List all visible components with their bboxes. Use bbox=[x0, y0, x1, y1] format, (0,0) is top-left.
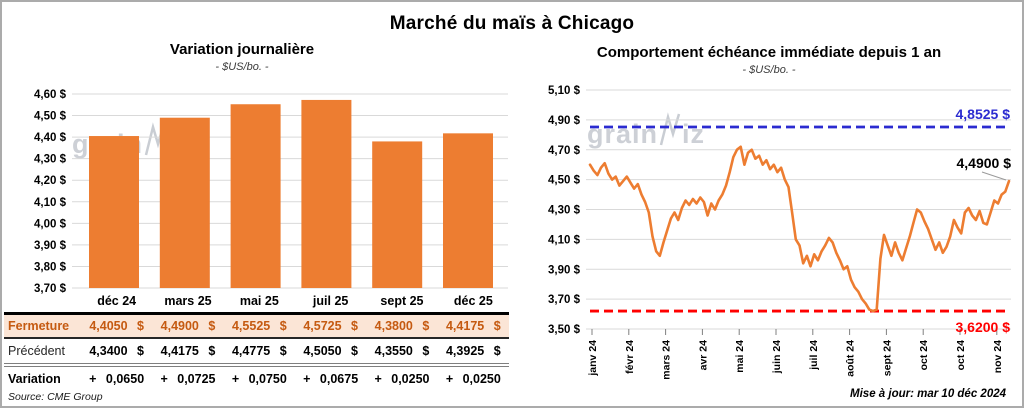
precedent-row: Précédent 4,3400 $ 4,4175 $ 4,4775 $ 4,5… bbox=[4, 338, 509, 367]
variation-value: + 0,0725 bbox=[160, 372, 216, 386]
variation-value: + 0,0650 bbox=[89, 372, 145, 386]
update-note: Mise à jour: mar 10 déc 2024 bbox=[850, 388, 1006, 400]
bar-chart-title: Variation journalière bbox=[169, 41, 315, 58]
y-axis-tick-label: 4,20 $ bbox=[34, 175, 67, 187]
line-chart-subtitle: - $US/bo. - bbox=[742, 64, 796, 76]
x-axis-tick-label: avr 24 bbox=[697, 340, 709, 371]
bar bbox=[159, 117, 210, 288]
column-header: sept 25 bbox=[366, 292, 438, 315]
fermeture-value: 4,5725 $ bbox=[294, 313, 367, 339]
low-value-label: 3,6200 $ bbox=[956, 319, 1011, 335]
x-axis-tick-label: août 24 bbox=[845, 340, 857, 377]
x-axis-tick-label: sept 24 bbox=[881, 340, 893, 376]
precedent-value: 4,3925 $ bbox=[437, 338, 509, 367]
precedent-value: 4,3550 $ bbox=[366, 338, 438, 367]
y-axis-tick-label: 4,30 $ bbox=[34, 154, 67, 166]
column-header: mai 25 bbox=[223, 292, 295, 315]
watermark-zigzag-icon bbox=[659, 112, 681, 146]
y-axis-tick-label: 3,90 $ bbox=[548, 264, 581, 276]
y-axis-tick-label: 4,70 $ bbox=[548, 145, 581, 157]
fermeture-value: 4,4900 $ bbox=[152, 313, 224, 339]
variation-value: + 0,0750 bbox=[231, 372, 287, 386]
y-axis-tick-label: 4,00 $ bbox=[34, 218, 67, 230]
y-axis-tick-label: 3,50 $ bbox=[548, 324, 581, 336]
x-axis-tick-label: févr 24 bbox=[624, 340, 636, 374]
y-axis-tick-label: 3,80 $ bbox=[34, 261, 67, 273]
bar bbox=[230, 104, 281, 288]
watermark-text-right: iz bbox=[682, 119, 706, 149]
column-header: juil 25 bbox=[294, 292, 367, 315]
row-label-variation: Variation bbox=[8, 372, 61, 386]
y-axis-tick-label: 5,10 $ bbox=[548, 85, 581, 97]
y-axis-tick-label: 4,10 $ bbox=[548, 234, 581, 246]
y-axis-tick-label: 3,70 $ bbox=[34, 283, 67, 294]
y-axis-tick-label: 4,10 $ bbox=[34, 197, 67, 209]
x-axis-tick-label: juin 24 bbox=[771, 340, 783, 374]
fermeture-value: 4,3800 $ bbox=[366, 313, 438, 339]
precedent-value: 4,5050 $ bbox=[294, 338, 367, 367]
variation-value: + 0,0675 bbox=[303, 372, 359, 386]
bar-chart-subtitle: - $US/bo. - bbox=[215, 61, 269, 73]
table-header-row: déc 24 mars 25 mai 25 juil 25 sept 25 dé… bbox=[4, 292, 509, 315]
y-axis-tick-label: 4,60 $ bbox=[34, 89, 67, 101]
y-axis-tick-label: 3,70 $ bbox=[548, 294, 581, 306]
futures-table: déc 24 mars 25 mai 25 juil 25 sept 25 dé… bbox=[4, 292, 509, 389]
x-axis-tick-label: nov 24 bbox=[992, 340, 1004, 373]
line-chart-title: Comportement échéance immédiate depuis 1… bbox=[596, 44, 942, 61]
column-header: déc 25 bbox=[437, 292, 509, 315]
fermeture-value: 4,5525 $ bbox=[223, 313, 295, 339]
price-series bbox=[588, 145, 1011, 313]
daily-variation-panel: Variation journalière - $US/bo. - grain … bbox=[2, 2, 512, 406]
bar bbox=[89, 136, 139, 288]
last-value-leader-line bbox=[981, 171, 1007, 181]
line-chart: 5,10 $ 4,90 $ 4,70 $ 4,50 $ 4,30 $ 4,10 $ 3,90… bbox=[548, 85, 1012, 380]
precedent-value: 4,4775 $ bbox=[223, 338, 295, 367]
grainwiz-watermark: grain iz bbox=[587, 112, 705, 148]
fermeture-value: 4,4175 $ bbox=[437, 313, 509, 339]
bar-chart: 4,60 $ 4,50 $ 4,40 $ 4,30 $ 4,20 $ 4,10 $ 4,00… bbox=[34, 89, 508, 294]
corner-cell bbox=[4, 292, 81, 315]
row-label-fermeture: Fermeture bbox=[4, 313, 81, 339]
y-axis-tick-label: 4,30 $ bbox=[548, 205, 581, 217]
column-header: mars 25 bbox=[152, 292, 224, 315]
variation-value: + 0,0250 bbox=[445, 372, 501, 386]
watermark-text-left: grain bbox=[587, 119, 659, 149]
x-axis-tick-label: oct 24 bbox=[955, 340, 967, 371]
y-axis-tick-label: 4,90 $ bbox=[548, 115, 581, 127]
column-header: déc 24 bbox=[81, 292, 153, 315]
y-axis-tick-label: 3,90 $ bbox=[34, 240, 67, 252]
last-value-label: 4,4900 $ bbox=[957, 155, 1012, 171]
y-axis-tick-label: 4,40 $ bbox=[34, 132, 67, 144]
page-title: Marché du maïs à Chicago bbox=[389, 13, 635, 34]
front-month-panel: Comportement échéance immédiate depuis 1… bbox=[514, 2, 1022, 406]
futures-table-wrap: déc 24 mars 25 mai 25 juil 25 sept 25 dé… bbox=[4, 292, 509, 389]
precedent-value: 4,3400 $ bbox=[81, 338, 153, 367]
x-axis-tick-label: oct 24 bbox=[918, 340, 930, 371]
fermeture-value: 4,4050 $ bbox=[81, 313, 153, 339]
fermeture-row: Fermeture 4,4050 $ 4,4900 $ 4,5525 $ 4,5… bbox=[4, 313, 509, 339]
source-note: Source: CME Group bbox=[8, 391, 103, 403]
bar bbox=[443, 133, 493, 288]
variation-row: Variation + 0,0650 + 0,0725 + 0,0750 + 0… bbox=[4, 365, 509, 389]
high-value-label: 4,8525 $ bbox=[956, 106, 1011, 122]
precedent-value: 4,4175 $ bbox=[152, 338, 224, 367]
x-axis-tick-label: mai 24 bbox=[734, 340, 746, 373]
y-axis-tick-label: 4,50 $ bbox=[548, 175, 581, 187]
x-axis-tick-label: mars 24 bbox=[661, 340, 673, 380]
y-axis-tick-label: 4,50 $ bbox=[34, 111, 67, 123]
x-axis-tick-label: janv 24 bbox=[587, 340, 599, 377]
bar bbox=[301, 99, 352, 288]
x-axis-tick-label: juil 24 bbox=[808, 340, 820, 371]
row-label-precedent: Précédent bbox=[4, 338, 81, 367]
bar bbox=[372, 141, 423, 288]
variation-value: + 0,0250 bbox=[374, 372, 430, 386]
